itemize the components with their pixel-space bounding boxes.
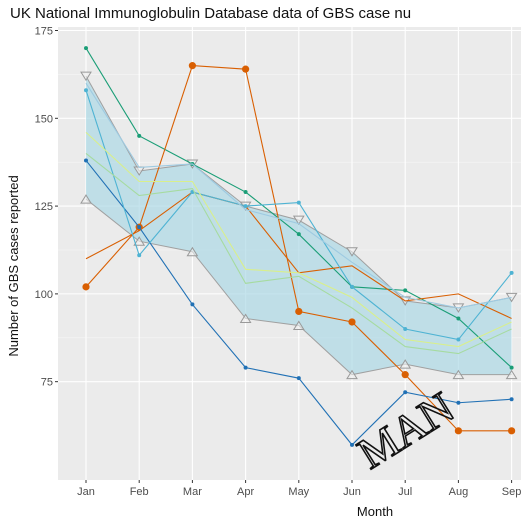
data-point: [296, 232, 301, 237]
data-point: [137, 133, 142, 138]
band-upper-marker: [346, 247, 358, 257]
data-point: [509, 397, 514, 402]
data-point: [508, 427, 516, 435]
series-6: [85, 82, 512, 309]
data-point: [509, 365, 514, 370]
band-upper-marker: [80, 71, 92, 82]
data-point: [242, 65, 250, 73]
series-4: [84, 158, 514, 447]
data-point: [188, 62, 196, 70]
data-point: [84, 46, 88, 51]
band-lower-marker: [186, 246, 199, 257]
data-point: [84, 88, 88, 93]
data-point: [295, 307, 303, 316]
data-point: [137, 225, 142, 230]
x-tick-label: Sep: [502, 486, 521, 498]
series-7: [85, 131, 512, 348]
series-5: [84, 88, 514, 342]
y-tick-label: 150: [35, 113, 53, 125]
data-point: [350, 442, 354, 447]
data-series: [82, 46, 516, 447]
x-tick-label: Jun: [343, 486, 361, 498]
data-point: [454, 427, 462, 435]
data-point: [348, 318, 356, 326]
data-point: [401, 371, 409, 379]
data-point: [456, 400, 461, 405]
data-point: [509, 270, 514, 275]
data-point: [137, 253, 142, 258]
series-2: [82, 62, 516, 435]
data-point: [350, 284, 354, 289]
band-lower-marker: [505, 369, 518, 380]
series-8: [85, 152, 512, 355]
x-tick-label: Jul: [398, 486, 412, 498]
chart-title: UK National Immunoglobulin Database data…: [10, 5, 411, 22]
data-point: [243, 190, 248, 195]
x-tick-label: May: [288, 486, 309, 498]
y-axis-title: Number of GBS cases reported: [6, 175, 21, 356]
y-tick-label: 125: [35, 201, 53, 213]
data-point: [84, 158, 88, 163]
data-point: [296, 376, 301, 381]
axes: 75 100 125 150 175 Jan Feb Mar Apr May Jun Jul Aug Se…: [35, 26, 521, 498]
band-lower-marker: [80, 194, 92, 204]
data-point: [456, 337, 461, 342]
data-point: [456, 316, 461, 321]
y-tick-label: 175: [35, 26, 53, 38]
y-tick-label: 75: [41, 377, 53, 389]
x-tick-label: Apr: [237, 486, 254, 498]
x-axis-title: Month: [357, 504, 393, 519]
series-line: [85, 131, 512, 348]
x-tick-label: Jan: [77, 486, 95, 498]
band-lower-marker: [346, 369, 358, 380]
band-upper-marker: [292, 215, 305, 226]
band-lower-marker: [133, 236, 146, 246]
band-area: [86, 76, 512, 375]
x-tick-label: Feb: [130, 486, 149, 498]
data-point: [403, 288, 408, 293]
data-point: [403, 390, 408, 395]
data-point: [82, 283, 90, 291]
data-point: [403, 327, 408, 331]
x-tick-label: Mar: [183, 486, 202, 498]
band-lower-marker: [452, 369, 465, 380]
band-lower-marker: [292, 320, 305, 330]
data-point: [243, 365, 248, 370]
data-point: [296, 200, 301, 205]
y-tick-label: 100: [35, 289, 53, 301]
x-tick-label: Aug: [449, 486, 469, 498]
data-point: [243, 204, 248, 209]
series-line: [85, 82, 512, 309]
series-line: [85, 152, 512, 355]
band-lower-marker: [399, 359, 412, 369]
data-point: [190, 302, 195, 307]
band-lower-marker: [239, 313, 252, 323]
